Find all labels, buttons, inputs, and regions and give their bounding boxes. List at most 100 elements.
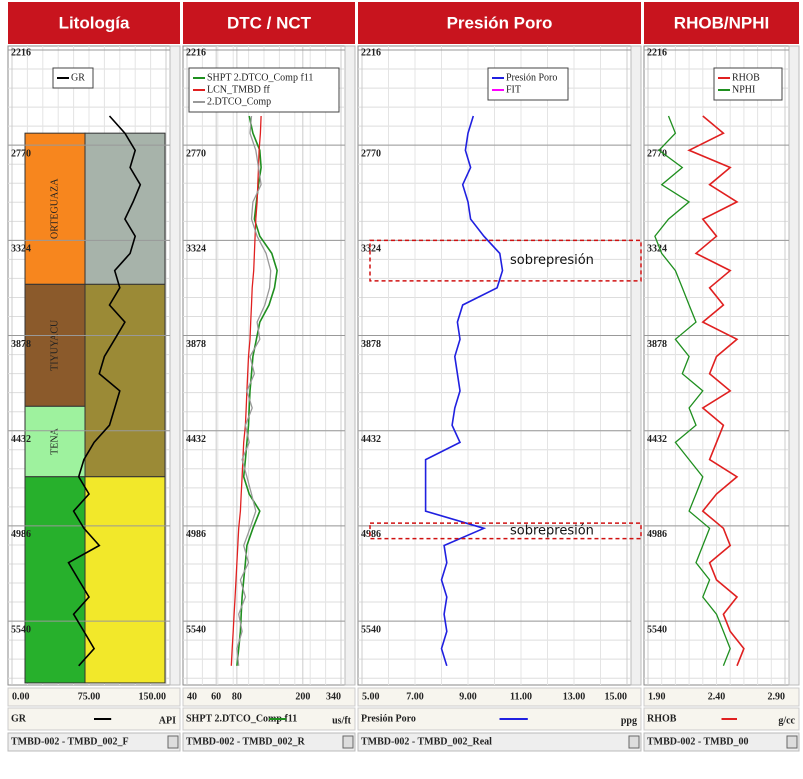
- depth-label: 4432: [186, 434, 206, 445]
- depth-label: 3324: [647, 244, 667, 255]
- formation: [24, 132, 86, 285]
- depth-label: 2216: [11, 47, 31, 58]
- footer-row: [357, 732, 642, 752]
- x-tick-label: 80: [232, 691, 242, 702]
- depth-label: 2770: [361, 148, 381, 159]
- depth-label: 4986: [186, 529, 206, 540]
- plot-area: [182, 45, 356, 686]
- legend-label: SHPT 2.DTCO_Comp f11: [207, 72, 313, 83]
- x-tick-label: 7.00: [406, 691, 424, 702]
- depth-label: 4432: [11, 434, 31, 445]
- depth-label: 3878: [647, 339, 667, 350]
- legend-box: [713, 67, 783, 101]
- legend-label: LCN_TMBD ff: [207, 84, 271, 95]
- x-tick-label: 0.00: [12, 691, 30, 702]
- footer-row: [643, 732, 800, 752]
- depth-label: 5540: [11, 624, 31, 635]
- x-tick-label: 11.00: [510, 691, 532, 702]
- legend-label: NPHI: [732, 84, 755, 95]
- legend-box: [52, 67, 94, 89]
- scale-row: [7, 687, 181, 707]
- depth-label: 3324: [361, 244, 381, 255]
- x-tick-label: 2.90: [768, 691, 786, 702]
- depth-label: 2216: [186, 47, 206, 58]
- curve: [67, 115, 142, 667]
- footer-button: [167, 735, 179, 749]
- header: [8, 2, 180, 44]
- annotation: sobrepresión: [510, 523, 594, 538]
- track: 2216 2770 3324 3878 4432 4986 5540: [644, 46, 789, 685]
- track-title: Presión Poro: [447, 13, 553, 32]
- track-title: RHOB/NPHI: [674, 13, 769, 32]
- curve-unit: ppg: [621, 715, 637, 726]
- lithology: [84, 283, 166, 478]
- depth-label: 2770: [647, 148, 667, 159]
- x-tick-label: 75.00: [78, 691, 101, 702]
- x-tick-label: 40: [187, 691, 197, 702]
- depth-label: 3324: [11, 244, 31, 255]
- depth-label: 3878: [186, 339, 206, 350]
- curve-unit: API: [159, 715, 176, 726]
- curve-name: Presión Poro: [361, 713, 416, 724]
- legend: GR: [52, 67, 94, 89]
- legend-label: Presión Poro: [506, 72, 557, 83]
- depth-label: 2216: [361, 47, 381, 58]
- scale-row: [182, 687, 356, 707]
- x-tick-label: 2.40: [708, 691, 726, 702]
- x-tick-label: 60: [211, 691, 221, 702]
- footer: TMBD-002 - TMBD_002_Real: [361, 736, 492, 747]
- curve: [424, 115, 504, 667]
- legend-label: GR: [71, 72, 85, 83]
- plot-area: [643, 45, 800, 686]
- x-tick-label: 200: [295, 691, 310, 702]
- track: 2216 2770 3324 3878 4432 4986 5540: [358, 46, 631, 685]
- depth-label: 2770: [186, 148, 206, 159]
- legend-label: 2.DTCO_Comp: [207, 96, 271, 107]
- scale-row: [643, 687, 800, 707]
- formation-label: ORTEGUAZA: [49, 178, 60, 239]
- track: 2216 2770 3324 3878 4432 4986 5540: [183, 46, 345, 685]
- curve-name: SHPT 2.DTCO_Comp f11: [186, 713, 297, 724]
- legend-label: RHOB: [732, 72, 760, 83]
- curve-name: RHOB: [647, 713, 677, 724]
- x-tick-label: 150.00: [139, 691, 167, 702]
- depth-label: 4986: [11, 529, 31, 540]
- x-tick-label: 13.00: [563, 691, 586, 702]
- scrollbar: [630, 45, 642, 686]
- x-tick-label: 5.00: [362, 691, 380, 702]
- x-tick-label: 9.00: [459, 691, 477, 702]
- legend-box: [487, 67, 569, 101]
- curve-unit: g/cc: [778, 715, 795, 726]
- lithology: [84, 476, 166, 684]
- header: [644, 2, 799, 44]
- formation: [24, 476, 86, 684]
- curve: [654, 115, 731, 667]
- formation-label: TIYUYACU: [49, 319, 60, 371]
- track-title: DTC / NCT: [227, 13, 312, 32]
- formation: [24, 405, 86, 478]
- depth-label: 3878: [11, 339, 31, 350]
- plot-area: [357, 45, 642, 686]
- curve: [687, 115, 745, 667]
- depth-label: 4432: [647, 434, 667, 445]
- scale-row: [357, 687, 642, 707]
- footer: TMBD-002 - TMBD_002_F: [11, 736, 129, 747]
- depth-label: 2216: [647, 47, 667, 58]
- depth-label: 2770: [11, 148, 31, 159]
- legend-label: FIT: [506, 84, 521, 95]
- depth-label: 3324: [186, 244, 206, 255]
- curve-name: GR: [11, 713, 27, 724]
- annotation: sobrepresión: [510, 253, 594, 268]
- depth-label: 5540: [647, 624, 667, 635]
- lithology: [84, 132, 166, 285]
- depth-label: 4986: [361, 529, 381, 540]
- header: [358, 2, 641, 44]
- footer: TMBD-002 - TMBD_00: [647, 736, 748, 747]
- footer-button: [786, 735, 798, 749]
- footer-row: [182, 732, 356, 752]
- curve: [236, 115, 272, 666]
- depth-label: 4986: [647, 529, 667, 540]
